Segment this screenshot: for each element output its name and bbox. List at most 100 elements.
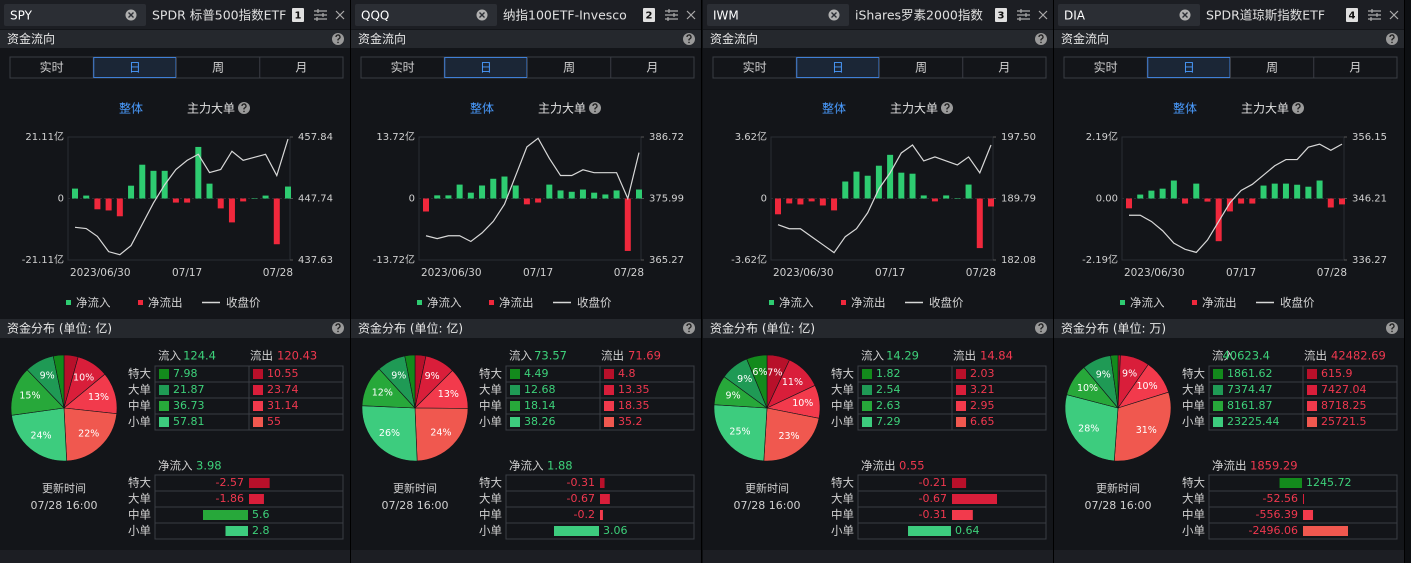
view-option[interactable]: 主力大单 [1241,102,1289,116]
net-label: 净流入 [509,459,544,473]
close-icon[interactable] [1389,10,1399,20]
row-label: 小单 [128,524,151,538]
ticker: QQQ [361,9,389,23]
flow-bar [568,191,575,199]
y2-tick-label: 447.74 [298,193,333,204]
out-value: 615.9 [1321,367,1353,380]
y-tick-label: 21.11亿 [25,130,64,143]
flow-bar [285,186,291,199]
net-bar [1303,494,1304,504]
settings-icon[interactable] [1017,9,1030,21]
row-label: 特大 [128,367,151,381]
row-label: 特大 [479,367,502,381]
out-value: 10.55 [267,367,299,380]
legend-swatch [769,300,774,305]
flow-bar [523,198,530,205]
in-value: 2.54 [876,383,901,396]
view-option-active[interactable]: 整体 [119,101,143,116]
net-value: 1.88 [547,459,573,473]
close-icon[interactable] [335,10,345,20]
view-option[interactable]: 主力大单 [187,102,235,116]
in-value: 23225.44 [1227,415,1280,428]
y2-tick-label: 437.63 [298,255,333,266]
pie-label: 9% [40,371,55,382]
index-number: 1 [295,11,302,22]
y-tick-label: -21.11亿 [22,253,64,266]
close-icon[interactable] [686,10,696,20]
flow-bar [602,194,609,199]
x-tick-label: 2023/06/30 [421,267,482,279]
settings-icon[interactable] [314,9,327,21]
net-row-value: -2496.06 [1249,524,1298,537]
flow-bar [1159,188,1166,199]
close-icon[interactable] [1038,10,1048,20]
net-value: 1859.29 [1250,459,1298,473]
view-option[interactable]: 主力大单 [538,102,586,116]
flow-bar [557,190,564,199]
ticker-input[interactable] [4,4,146,26]
in-value: 57.81 [173,415,205,428]
row-label: 特大 [831,367,854,381]
row-label: 小单 [479,415,502,429]
settings-icon[interactable] [665,9,678,21]
in-value: 36.73 [173,399,205,412]
out-value: 2.95 [970,399,995,412]
update-time: 07/28 16:00 [1085,499,1152,512]
flow-bar [636,189,642,199]
pie-label: 15% [19,391,40,402]
row-label: 中单 [128,399,151,413]
flow-bar [853,171,860,199]
net-row-value: 0.64 [955,524,980,537]
pie-label: 24% [430,428,451,439]
panel-bg [703,0,1053,563]
settings-icon[interactable] [1368,9,1381,21]
flow-bar [240,198,247,202]
pie-label: 13% [88,392,109,403]
pie-label: 28% [1078,424,1099,435]
view-option-active[interactable]: 整体 [1173,101,1197,116]
in-swatch [1213,385,1223,395]
tab-label: 周 [915,61,927,75]
outflow-value: 71.69 [628,349,661,363]
tab-label: 实时 [391,60,415,75]
out-swatch [1307,401,1317,411]
legend-swatch [489,300,494,305]
flow-bar [1215,198,1222,242]
out-value: 3.21 [970,383,995,396]
pie-label: 31% [1136,425,1157,436]
ticker-input[interactable] [1058,4,1200,26]
help-glyph [335,323,341,330]
net-value: 3.98 [196,459,222,473]
ticker-input[interactable] [707,4,849,26]
net-row-value: -0.67 [567,492,595,505]
in-swatch [159,401,169,411]
view-option-active[interactable]: 整体 [822,101,846,116]
net-label: 净流出 [1212,459,1247,473]
pie-label: 24% [30,430,51,441]
net-bar [203,510,248,520]
y-tick-label: 13.72亿 [376,130,415,143]
view-option-active[interactable]: 整体 [470,101,494,116]
x-tick-label: 07/17 [172,267,202,279]
in-value: 1861.62 [1227,367,1273,380]
pie-label: 9% [726,390,741,401]
flow-bar [128,185,135,199]
flow-bar [831,198,838,211]
inflow-value: 73.57 [534,349,567,363]
row-label: 小单 [831,415,854,429]
panel-bg [351,0,701,563]
flow-bar [1260,185,1267,199]
view-option[interactable]: 主力大单 [890,102,938,116]
y2-tick-label: 189.79 [1001,194,1036,205]
flow-bar [842,181,849,199]
inflow-label: 流入 [1212,349,1235,363]
inflow-label: 流入 [509,349,532,363]
net-row-value: -556.39 [1256,508,1298,521]
pie-label: 10% [1077,383,1098,394]
ticker-input[interactable] [355,4,497,26]
in-swatch [1213,369,1223,379]
pie-label: 23% [778,431,799,442]
row-label: 中单 [128,508,151,522]
